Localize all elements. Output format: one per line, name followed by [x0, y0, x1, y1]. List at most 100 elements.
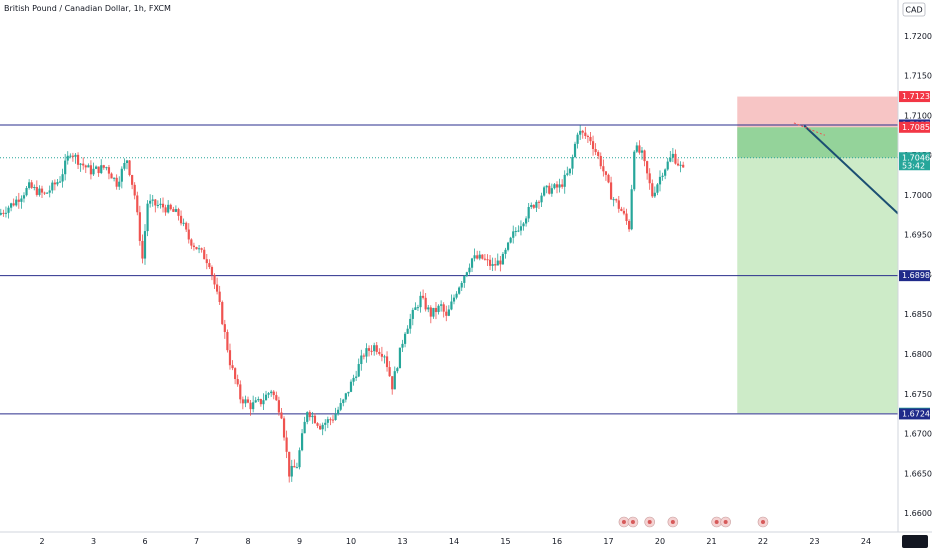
candle-body	[48, 190, 51, 193]
candle-body	[375, 345, 378, 352]
candle-body	[620, 208, 623, 211]
candle-body	[20, 198, 23, 202]
candle-body	[646, 161, 649, 174]
candle-body	[669, 157, 672, 162]
candle-body	[33, 186, 36, 188]
candle-body	[2, 212, 5, 214]
candle-body	[149, 200, 152, 204]
candle-body	[676, 163, 680, 166]
candle-body	[506, 242, 510, 250]
horizontal-levels	[0, 124, 898, 415]
candle-body	[226, 331, 229, 351]
candle-body	[501, 253, 505, 265]
candle-body	[236, 379, 239, 385]
x-tick-label: 3	[91, 537, 96, 546]
x-tick-label: 13	[397, 537, 407, 546]
candle-body	[205, 259, 208, 264]
candle-body	[460, 282, 463, 288]
y-tick-label: 1.71500	[904, 72, 932, 81]
y-tick-label: 1.67000	[904, 430, 932, 439]
candle-body	[218, 291, 221, 303]
candle-body	[241, 399, 244, 404]
price-label-tag	[899, 152, 930, 171]
candle-body	[282, 418, 286, 438]
candle-body	[141, 240, 144, 259]
candle-body	[200, 248, 203, 250]
candle-body	[664, 169, 667, 176]
event-flag-dot	[723, 520, 728, 524]
candle-body	[427, 307, 430, 310]
candle-body	[190, 239, 193, 246]
candle-body	[388, 367, 391, 377]
candle-body	[666, 161, 669, 170]
candle-body	[146, 203, 149, 232]
candle-body	[270, 391, 273, 394]
x-tick-label: 23	[809, 537, 819, 546]
candle-body	[440, 304, 443, 306]
candle-body	[416, 307, 420, 309]
candle-body	[519, 226, 523, 231]
candle-body	[280, 412, 283, 419]
candle-body	[56, 182, 59, 185]
candle-body	[210, 267, 214, 275]
candle-body	[550, 188, 553, 194]
candle-body	[530, 204, 533, 207]
candle-body	[679, 164, 682, 166]
candle-body	[525, 218, 528, 224]
trend-line-segment	[793, 122, 825, 136]
candle-body	[151, 199, 154, 201]
candle-body	[15, 199, 18, 206]
candle-body	[154, 199, 157, 206]
candle-body	[651, 183, 654, 197]
candle-body	[378, 351, 381, 354]
candle-body	[185, 222, 188, 230]
candle-body	[452, 297, 456, 302]
candle-body	[370, 350, 373, 352]
candle-body	[28, 182, 31, 188]
candle-body	[615, 199, 618, 201]
candle-body	[208, 263, 211, 268]
candle-body	[385, 356, 389, 368]
candle-body	[128, 160, 131, 176]
candle-body	[658, 176, 662, 185]
candle-body	[326, 419, 329, 423]
candle-body	[365, 348, 368, 357]
price-label-value: 1.70467	[902, 153, 932, 162]
candle-body	[568, 168, 571, 174]
candle-body	[118, 181, 121, 187]
candle-body	[30, 182, 33, 188]
candle-body	[496, 260, 499, 266]
take-profit-zone	[737, 157, 898, 414]
candle-body	[131, 175, 134, 185]
candle-body	[661, 175, 664, 177]
candle-body	[12, 203, 15, 206]
candle-body	[445, 311, 448, 316]
candle-body	[102, 165, 105, 168]
candle-body	[249, 402, 252, 410]
candle-body	[334, 414, 337, 420]
candle-body	[380, 353, 383, 357]
x-tick-label: 10	[346, 537, 356, 546]
candle-body	[195, 247, 198, 250]
candle-body	[58, 181, 62, 183]
candle-body	[179, 215, 183, 224]
candles	[0, 125, 685, 483]
candle-body	[347, 391, 350, 394]
candle-body	[561, 184, 564, 187]
candle-body	[422, 295, 425, 298]
x-tick-label: 16	[552, 537, 562, 546]
candle-body	[187, 229, 190, 240]
candle-body	[576, 134, 579, 144]
y-tick-label: 1.72000	[904, 32, 932, 41]
candle-body	[177, 209, 180, 216]
candle-body	[558, 184, 561, 188]
y-tick-label: 1.67500	[904, 390, 932, 399]
candle-body	[682, 164, 685, 168]
candle-body	[22, 195, 26, 199]
candle-body	[584, 132, 587, 136]
candle-body	[285, 437, 288, 452]
candle-body	[300, 433, 304, 451]
candle-body	[339, 403, 342, 410]
candle-body	[17, 199, 20, 202]
